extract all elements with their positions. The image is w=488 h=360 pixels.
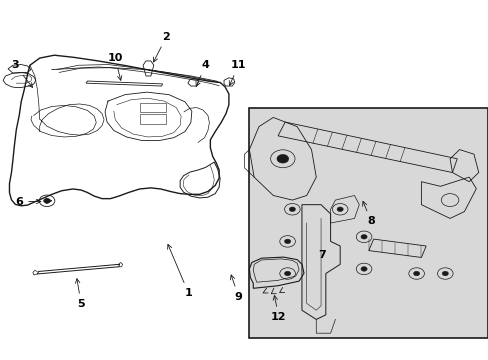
Circle shape [284, 271, 290, 276]
Bar [249, 108, 488, 338]
Text: 4: 4 [196, 60, 209, 86]
Text: 9: 9 [230, 275, 242, 302]
Text: 12: 12 [270, 296, 286, 322]
Text: 11: 11 [229, 60, 246, 86]
Text: 5: 5 [75, 279, 85, 309]
Circle shape [276, 154, 288, 163]
Circle shape [413, 271, 419, 276]
Circle shape [360, 234, 366, 239]
Text: 10: 10 [107, 53, 122, 80]
Circle shape [284, 239, 290, 244]
Bar [140, 103, 166, 112]
Text: 7: 7 [318, 250, 325, 260]
Circle shape [43, 198, 50, 203]
Bar [140, 114, 166, 125]
Text: 2: 2 [153, 32, 170, 62]
Circle shape [441, 271, 447, 276]
Text: 3: 3 [12, 60, 33, 87]
Circle shape [289, 207, 295, 212]
Text: 1: 1 [167, 244, 192, 298]
Circle shape [360, 267, 366, 271]
Text: 6: 6 [15, 197, 41, 207]
Text: 8: 8 [362, 201, 374, 226]
Circle shape [336, 207, 343, 212]
